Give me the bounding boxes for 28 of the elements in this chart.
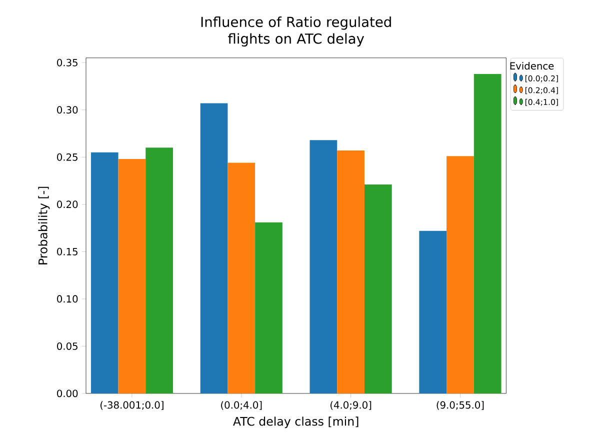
bar (146, 148, 173, 394)
y-tick-label: 0.35 (57, 58, 78, 66)
y-tick-label: 0.05 (57, 342, 78, 350)
bar (228, 162, 256, 394)
legend-title: Evidence (510, 62, 554, 70)
bar (474, 74, 502, 394)
x-axis-title: ATC delay class [min] (233, 416, 358, 428)
x-tick-label: (9.0;55.0] (436, 401, 484, 410)
x-tick-label: (-38.001;0.0] (100, 401, 164, 410)
y-tick-label: 0.00 (57, 390, 78, 398)
bar (310, 140, 338, 394)
bar (364, 184, 392, 394)
chart-title: Influence of Ratio regulated flights on ATC delay (201, 16, 391, 47)
bar (419, 230, 447, 394)
x-tick-label: (0.0;4.0] (221, 401, 262, 410)
y-axis-title: Probability [-] (38, 186, 50, 264)
y-tick-label: 0.30 (57, 106, 78, 114)
bar (90, 152, 118, 394)
y-tick-label: 0.20 (57, 200, 78, 208)
y-tick-label: 0.25 (57, 153, 78, 161)
bar (255, 222, 282, 394)
x-tick-label: (4.0;9.0] (330, 401, 372, 410)
bar (337, 150, 364, 394)
bar (446, 156, 474, 394)
y-tick-label: 0.15 (57, 248, 78, 256)
y-tick-label: 0.10 (57, 295, 78, 303)
bar (200, 103, 228, 394)
bar (118, 159, 146, 394)
